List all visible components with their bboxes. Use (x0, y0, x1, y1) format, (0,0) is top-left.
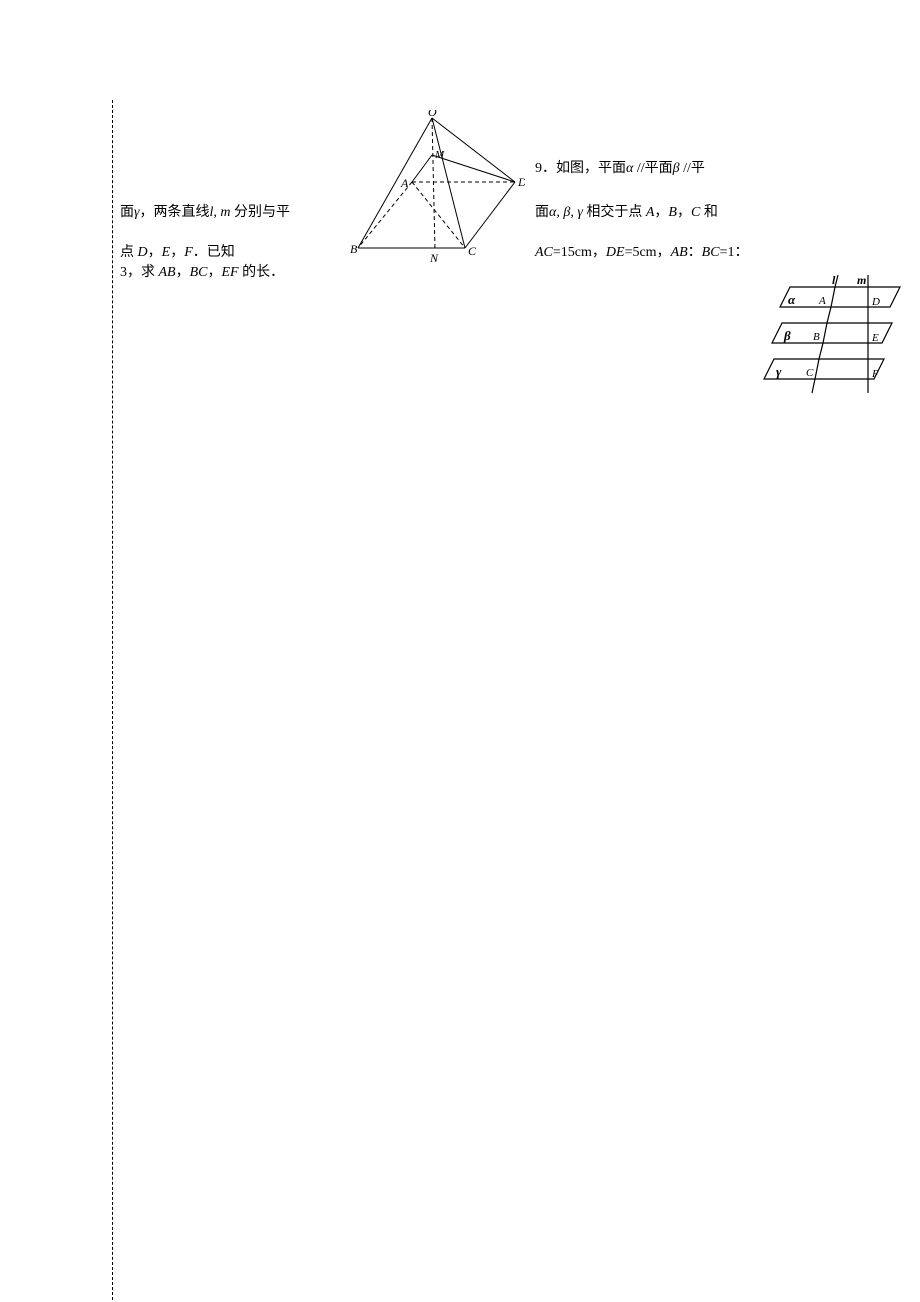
pyramid-svg: O M A D B N C (350, 110, 525, 265)
label-plane-C: C (806, 367, 814, 379)
label-plane-B: B (813, 331, 820, 343)
label-B: B (350, 242, 358, 256)
label-O: O (428, 110, 437, 119)
planes-figure: l m α β γ A B C D E F (760, 275, 900, 410)
label-plane-D: D (871, 296, 880, 308)
label-N: N (429, 251, 439, 265)
problem-text-r3: AC=15cm，DE=5cm，AB：BC=1： (535, 240, 748, 265)
problem-text-r1: 9．如图，平面α //平面β //平 (535, 156, 705, 181)
problem-number: 9． (535, 161, 556, 176)
label-C: C (468, 244, 477, 258)
margin-dashed-line (112, 100, 113, 1300)
label-alpha: α (788, 292, 796, 307)
pyramid-figure: O M A D B N C (350, 110, 515, 260)
planes-svg: l m α β γ A B C D E F (760, 275, 905, 415)
label-M: M (434, 149, 445, 161)
problem-text-l1: 面γ，两条直线l, m 分别与平 (120, 200, 290, 225)
content-area: O M A D B N C (120, 100, 900, 1300)
problem-text-r2: 面α, β, γ 相交于点 A，B，C 和 (535, 200, 718, 225)
label-m: m (857, 275, 866, 287)
label-plane-A: A (818, 295, 826, 307)
label-plane-F: F (871, 368, 879, 380)
label-D: D (517, 175, 525, 189)
label-beta: β (783, 328, 791, 343)
problem-text-l3: 3，求 AB，BC，EF 的长． (120, 260, 284, 285)
label-A: A (400, 176, 409, 190)
label-plane-E: E (871, 332, 879, 344)
label-gamma: γ (776, 364, 782, 379)
